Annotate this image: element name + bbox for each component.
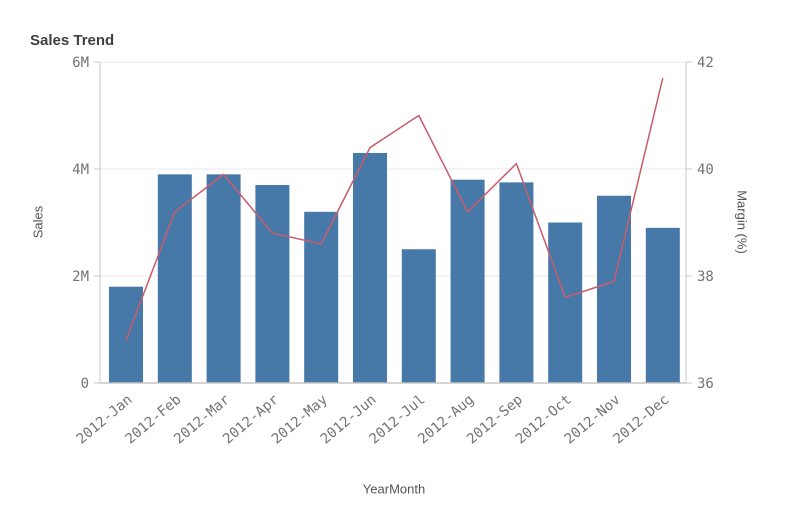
bar-2012-Nov[interactable]: [597, 195, 631, 383]
bar-2012-Jan[interactable]: [109, 286, 143, 383]
bar-2012-May[interactable]: [304, 211, 339, 383]
y-axis-tick-label-left: 6M: [72, 55, 89, 71]
bar-2012-Aug[interactable]: [450, 179, 485, 383]
bar-2012-Jul[interactable]: [401, 249, 436, 383]
y-axis-title-left: Sales: [30, 205, 46, 239]
y-axis-tick-label-left: 2M: [72, 269, 89, 285]
bar-2012-Apr[interactable]: [255, 185, 290, 383]
y-axis-tick-label-right: 38: [697, 269, 714, 285]
x-axis-title: YearMonth: [362, 481, 426, 497]
y-axis-tick-label-right: 42: [697, 55, 714, 71]
y-axis-tick-label-left: 0: [81, 376, 89, 392]
y-axis-tick-label-right: 36: [697, 376, 714, 392]
margin-line[interactable]: [125, 77, 664, 341]
bar-2012-Sep[interactable]: [499, 182, 534, 383]
bar-2012-Mar[interactable]: [206, 174, 241, 383]
y-axis-tick-label-right: 40: [697, 162, 714, 178]
bar-2012-Dec[interactable]: [645, 227, 680, 383]
y-axis-tick-label-left: 4M: [72, 162, 89, 178]
y-axis-title-right: Margin (%): [734, 190, 750, 254]
chart-title: Sales Trend: [30, 32, 115, 49]
bar-2012-Jun[interactable]: [353, 152, 387, 383]
bar-2012-Feb[interactable]: [157, 174, 192, 383]
bar-2012-Oct[interactable]: [548, 222, 583, 384]
